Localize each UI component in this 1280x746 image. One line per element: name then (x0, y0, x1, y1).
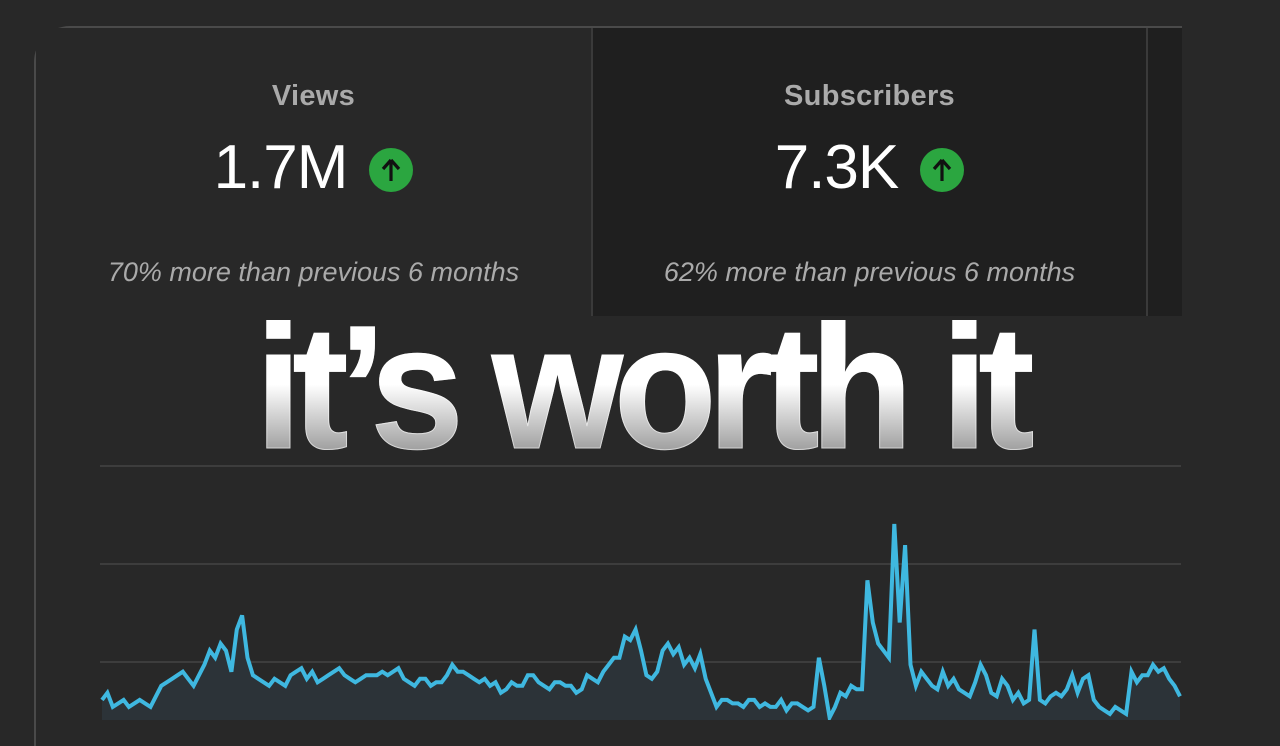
tab-next-metric[interactable] (1148, 28, 1182, 316)
views-comparison: 70% more than previous 6 months (107, 257, 520, 287)
subscribers-comparison: 62% more than previous 6 months (663, 257, 1076, 287)
arrow-up-icon (920, 147, 965, 192)
analytics-card (34, 26, 1182, 746)
arrow-up-icon (369, 147, 414, 192)
views-value: 1.7M (213, 133, 349, 202)
tab-views[interactable]: Views 1.7M 70% more than previous 6 mont… (36, 28, 591, 316)
tab-subscribers[interactable]: Subscribers 7.3K 62% more than previous … (591, 28, 1148, 316)
views-value-row: 1.7M (36, 132, 591, 203)
overlay-caption: it’s worth it (170, 300, 1111, 477)
views-label: Views (271, 80, 356, 112)
subscribers-value-row: 7.3K (593, 132, 1146, 203)
subscribers-label: Subscribers (784, 80, 955, 112)
subscribers-value: 7.3K (774, 133, 900, 202)
